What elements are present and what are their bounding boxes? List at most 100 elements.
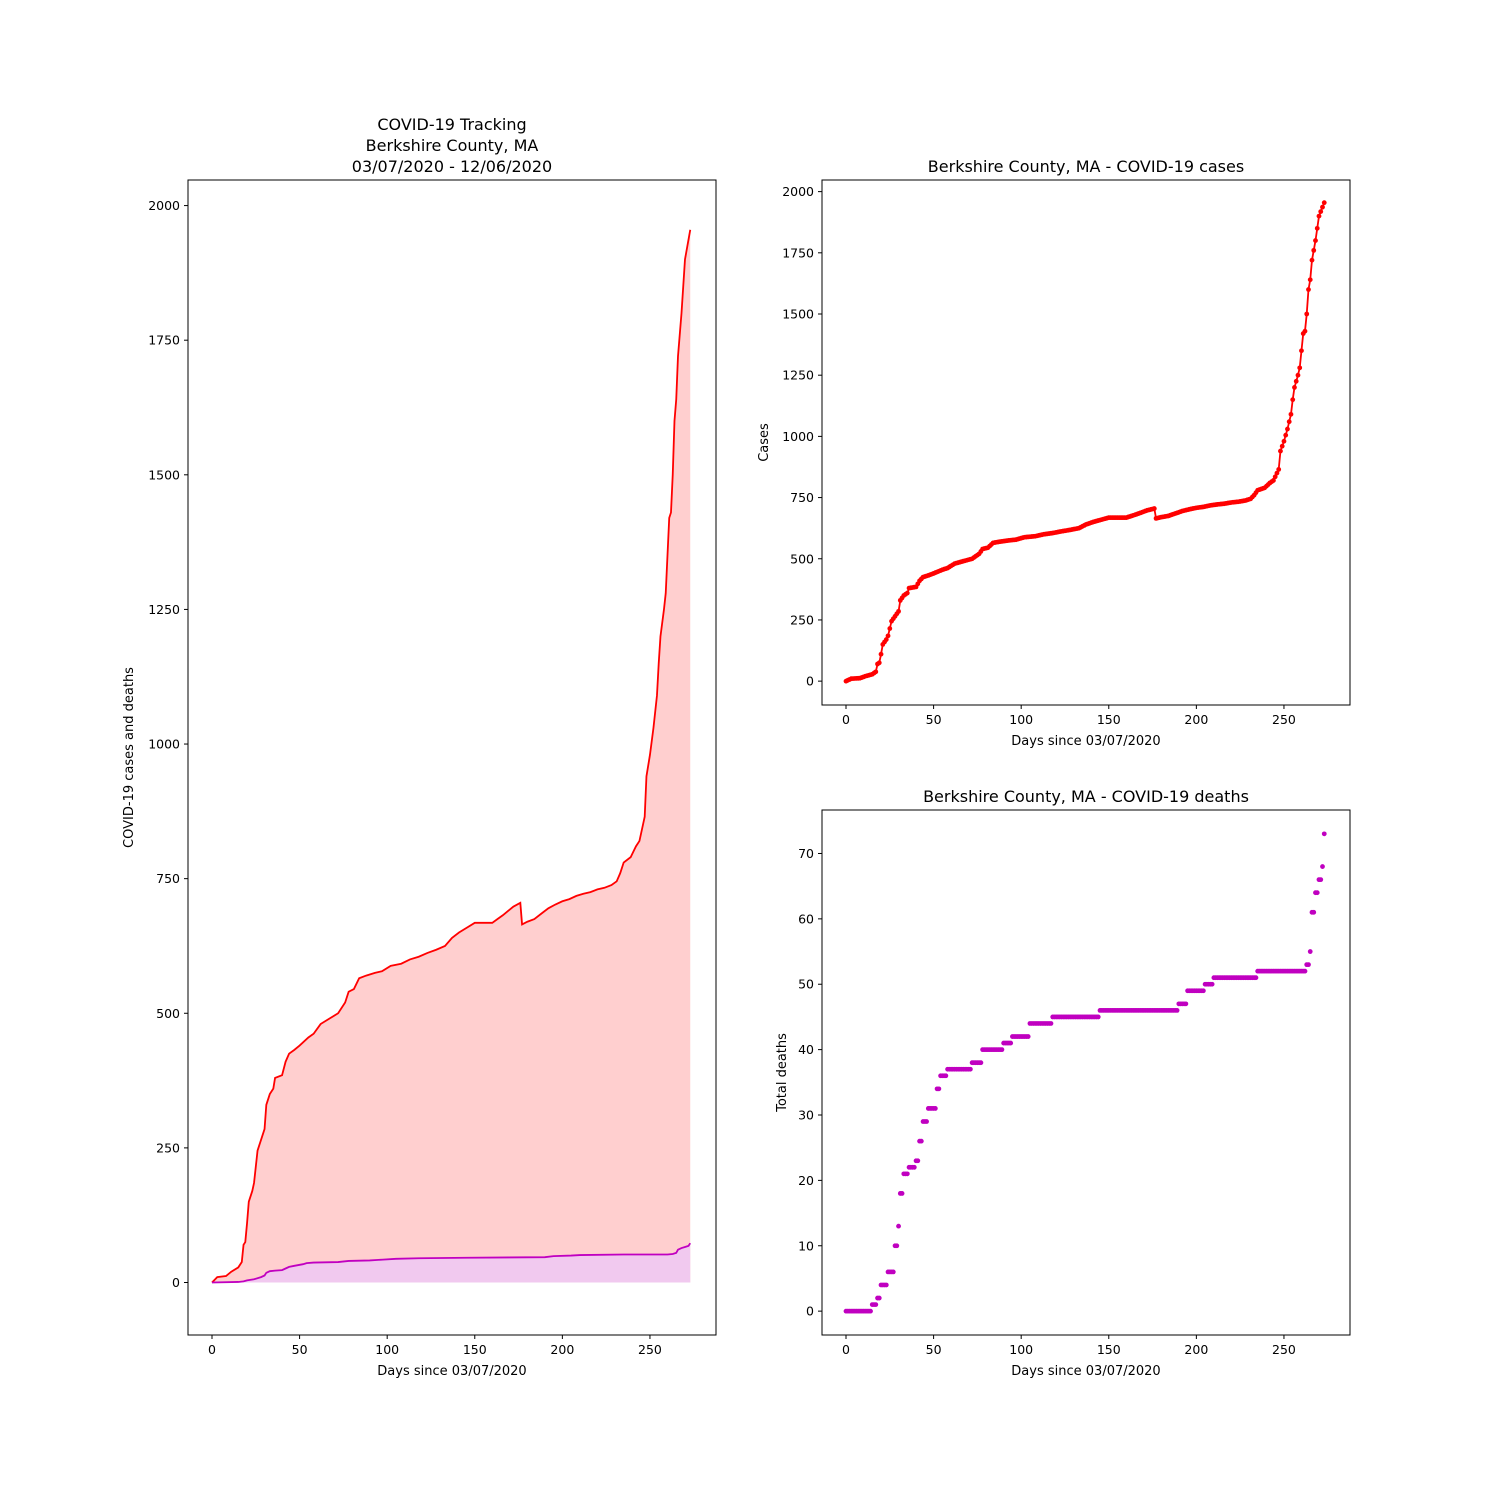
deaths-area: [212, 1243, 691, 1283]
y-tick-label: 750: [156, 871, 180, 886]
cases-point: [1272, 474, 1278, 480]
cases-point: [1318, 209, 1324, 215]
deaths-point: [1008, 1040, 1014, 1046]
cases-point: [1151, 506, 1157, 511]
y-tick-label: 0: [806, 1304, 814, 1319]
y-tick-label: 30: [798, 1107, 814, 1122]
y-tick-label: 10: [798, 1238, 814, 1253]
cases-point: [1320, 204, 1325, 210]
x-axis-label-deaths: Days since 03/07/2020: [1011, 1364, 1160, 1379]
x-tick-label: 250: [638, 1342, 662, 1357]
y-tick-label: 1250: [782, 368, 814, 383]
x-tick-label: 50: [926, 1342, 942, 1357]
y-tick-label: 1750: [148, 333, 180, 348]
x-tick-label: 100: [1009, 712, 1033, 727]
x-tick-label: 200: [550, 1342, 574, 1357]
y-tick-label: 500: [790, 551, 814, 566]
deaths-point: [915, 1158, 921, 1164]
x-tick-label: 100: [1009, 1342, 1033, 1357]
y-tick-label: 0: [806, 674, 814, 689]
deaths-point: [1314, 890, 1320, 896]
y-tick-label: 1000: [782, 429, 814, 444]
cases-point: [1311, 247, 1317, 253]
deaths-point: [1318, 877, 1324, 883]
cases-point: [1292, 385, 1297, 390]
axes-frame-combined: [187, 179, 717, 1336]
cases-line: [845, 202, 1326, 682]
cases-point: [1276, 467, 1282, 472]
y-tick-label: 70: [798, 846, 814, 861]
cases-point: [1313, 238, 1318, 243]
cases-area: [212, 229, 691, 1283]
cases-point: [873, 669, 879, 675]
panel-deaths: Berkshire County, MA - COVID-19 deaths 0…: [775, 787, 1351, 1379]
x-tick-label: 150: [1097, 1342, 1121, 1357]
y-axis-label-cases: Cases: [757, 423, 772, 462]
x-tick-label: 50: [292, 1342, 308, 1357]
y-ticks-deaths: 0 10 20 30 40 50 60 70: [798, 846, 822, 1319]
deaths-point: [967, 1066, 973, 1072]
cases-point: [896, 608, 901, 614]
cases-point: [1316, 213, 1322, 219]
cases-line: [211, 229, 692, 1284]
chart-title-line-3: 03/07/2020 - 12/06/2020: [352, 157, 552, 176]
cases-point: [1306, 287, 1311, 292]
cases-point: [883, 637, 889, 642]
deaths-point: [918, 1138, 924, 1144]
deaths-point: [890, 1269, 896, 1275]
x-ticks-deaths: 0 50 100 150 200 250: [842, 1335, 1296, 1357]
y-tick-label: 0: [172, 1275, 180, 1290]
y-ticks-cases: 0 250 500 750 1000 1250 1500 1750 2000: [782, 184, 822, 689]
cases-point: [1285, 426, 1290, 432]
cases-point: [1299, 348, 1304, 354]
deaths-point: [1321, 831, 1327, 837]
deaths-point: [1253, 975, 1259, 981]
deaths-point: [904, 1171, 910, 1177]
deaths-point: [1183, 1001, 1189, 1007]
deaths-line: [211, 1242, 692, 1284]
x-axis-label-cases: Days since 03/07/2020: [1011, 734, 1160, 749]
deaths-point: [1200, 988, 1206, 994]
x-ticks-combined: 0 50 100 150 200 250: [208, 1335, 662, 1357]
cases-point: [1314, 225, 1320, 231]
deaths-point: [1320, 864, 1325, 869]
x-tick-label: 0: [842, 712, 850, 727]
cases-point: [885, 633, 891, 639]
cases-point: [1304, 311, 1310, 317]
cases-point: [1290, 397, 1296, 403]
y-axis-label-combined: COVID-19 cases and deaths: [122, 667, 137, 848]
y-tick-label: 500: [156, 1006, 180, 1021]
deaths-point: [999, 1047, 1005, 1053]
deaths-point: [1048, 1021, 1054, 1026]
y-tick-label: 1500: [148, 467, 180, 482]
y-tick-label: 2000: [782, 184, 814, 199]
y-tick-label: 1500: [782, 307, 814, 322]
y-tick-label: 20: [798, 1173, 814, 1188]
cases-point: [1293, 378, 1299, 384]
cases-point: [1283, 432, 1289, 438]
chart-title-deaths: Berkshire County, MA - COVID-19 deaths: [923, 787, 1249, 806]
y-tick-label: 1750: [782, 245, 814, 260]
y-tick-label: 250: [790, 612, 814, 627]
x-tick-label: 250: [1272, 1342, 1296, 1357]
x-tick-label: 100: [375, 1342, 399, 1357]
x-tick-label: 150: [463, 1342, 487, 1357]
cases-point: [1321, 200, 1327, 206]
y-axis-label-deaths: Total deaths: [775, 1033, 790, 1113]
panel-cases: Berkshire County, MA - COVID-19 cases 0 5…: [757, 157, 1351, 749]
cases-point: [1278, 448, 1283, 454]
y-tick-label: 60: [798, 911, 814, 926]
deaths-point: [978, 1060, 984, 1066]
y-tick-label: 1000: [148, 737, 180, 752]
deaths-point: [1307, 949, 1313, 954]
deaths-point: [924, 1119, 929, 1124]
deaths-point: [1306, 962, 1311, 968]
deaths-point: [1311, 909, 1317, 915]
x-axis-label-combined: Days since 03/07/2020: [377, 1364, 526, 1379]
axes-frame-cases: [821, 179, 1351, 706]
cases-point: [1307, 277, 1313, 283]
x-tick-label: 150: [1097, 712, 1121, 727]
x-tick-label: 200: [1184, 1342, 1208, 1357]
cases-point: [1279, 443, 1285, 449]
